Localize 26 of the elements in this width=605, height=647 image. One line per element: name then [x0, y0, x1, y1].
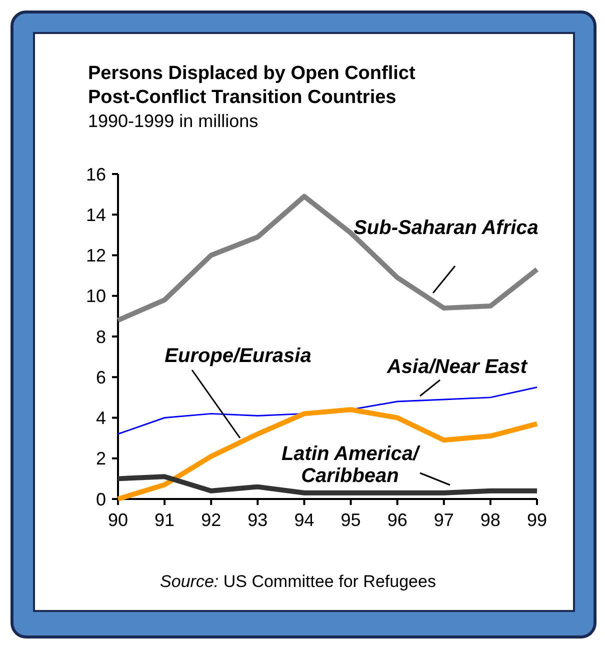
y-tick-label: 0: [96, 489, 106, 510]
chart-title: Persons Displaced by Open Conflict Post-Conflict Transition Countries: [88, 63, 416, 108]
x-tick-label: 96: [387, 510, 408, 530]
x-tick-label: 90: [108, 510, 128, 530]
x-tick-label: 95: [340, 510, 361, 530]
y-tick-label: 16: [86, 164, 106, 184]
x-tick-label: 97: [434, 510, 454, 530]
x-tick-label: 92: [201, 510, 222, 530]
y-tick-label: 10: [86, 286, 106, 306]
x-tick-label: 93: [248, 510, 268, 530]
y-tick-label: 14: [86, 204, 106, 225]
series-label: Sub-Saharan Africa: [354, 217, 538, 239]
x-tick-label: 98: [480, 510, 500, 530]
y-tick-label: 2: [96, 448, 106, 469]
x-tick-label: 99: [526, 510, 548, 530]
y-tick-label: 12: [86, 246, 106, 266]
y-tick-label: 8: [96, 326, 106, 347]
source-note: Source: US Committee for Refugees: [160, 572, 436, 591]
text: Europe/Eurasia: [164, 345, 312, 367]
y-tick-label: 4: [96, 408, 106, 428]
y-tick-label: 6: [96, 367, 106, 388]
series-label: Latin America/ Caribbean: [281, 443, 421, 487]
x-tick-label: 94: [294, 510, 314, 530]
series-label: Asia/Near East: [386, 356, 528, 378]
chart-subtitle: 1990-1999 in millions: [88, 111, 258, 131]
x-tick-label: 91: [154, 510, 175, 530]
